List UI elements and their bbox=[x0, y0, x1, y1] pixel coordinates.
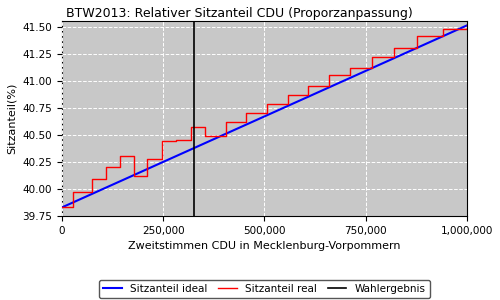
Sitzanteil real bbox=[414, 46, 420, 50]
Sitzanteil real bbox=[202, 125, 207, 129]
Sitzanteil real bbox=[464, 27, 470, 31]
Sitzanteil real bbox=[244, 111, 250, 115]
Sitzanteil real bbox=[264, 103, 270, 106]
Sitzanteil real bbox=[414, 34, 420, 38]
Sitzanteil real bbox=[70, 190, 76, 194]
Sitzanteil real bbox=[464, 24, 470, 27]
Sitzanteil real bbox=[440, 34, 446, 38]
Sitzanteil real bbox=[59, 206, 65, 209]
Sitzanteil real bbox=[144, 174, 150, 178]
Sitzanteil real bbox=[264, 111, 270, 115]
Legend: Sitzanteil ideal, Sitzanteil real, Wahlergebnis: Sitzanteil ideal, Sitzanteil real, Wahle… bbox=[99, 280, 430, 298]
Sitzanteil real bbox=[368, 66, 374, 70]
Sitzanteil real bbox=[173, 138, 179, 142]
Sitzanteil real bbox=[90, 190, 96, 194]
Sitzanteil real bbox=[131, 174, 137, 178]
X-axis label: Zweitstimmen CDU in Mecklenburg-Vorpommern: Zweitstimmen CDU in Mecklenburg-Vorpomme… bbox=[128, 241, 400, 251]
Sitzanteil real bbox=[368, 55, 374, 58]
Sitzanteil real bbox=[160, 140, 166, 143]
Sitzanteil real bbox=[326, 84, 332, 88]
Sitzanteil real bbox=[285, 103, 291, 106]
Sitzanteil real bbox=[285, 93, 291, 97]
Sitzanteil real bbox=[440, 27, 446, 31]
Sitzanteil real bbox=[305, 93, 311, 97]
Sitzanteil real bbox=[391, 46, 397, 50]
Sitzanteil real bbox=[103, 177, 109, 181]
Sitzanteil real bbox=[326, 74, 332, 77]
Sitzanteil real bbox=[117, 166, 123, 169]
Sitzanteil real bbox=[144, 157, 150, 160]
Y-axis label: Sitzanteil(%): Sitzanteil(%) bbox=[7, 83, 17, 154]
Sitzanteil real bbox=[202, 134, 207, 138]
Sitzanteil real bbox=[90, 177, 96, 181]
Sitzanteil real bbox=[348, 74, 354, 77]
Sitzanteil real bbox=[117, 155, 123, 158]
Sitzanteil real bbox=[223, 120, 229, 124]
Sitzanteil real bbox=[188, 125, 194, 129]
Sitzanteil real bbox=[173, 140, 179, 143]
Sitzanteil real bbox=[103, 166, 109, 169]
Sitzanteil real bbox=[131, 155, 137, 158]
Sitzanteil real bbox=[244, 120, 250, 124]
Sitzanteil real bbox=[70, 206, 76, 209]
Sitzanteil real bbox=[305, 84, 311, 88]
Line: Sitzanteil real: Sitzanteil real bbox=[62, 26, 467, 207]
Text: BTW2013: Relativer Sitzanteil CDU (Proporzanpassung): BTW2013: Relativer Sitzanteil CDU (Propo… bbox=[66, 7, 413, 20]
Sitzanteil real bbox=[391, 55, 397, 58]
Sitzanteil real bbox=[160, 157, 166, 160]
Sitzanteil real bbox=[348, 66, 354, 70]
Sitzanteil real bbox=[223, 134, 229, 138]
Sitzanteil real bbox=[188, 138, 194, 142]
